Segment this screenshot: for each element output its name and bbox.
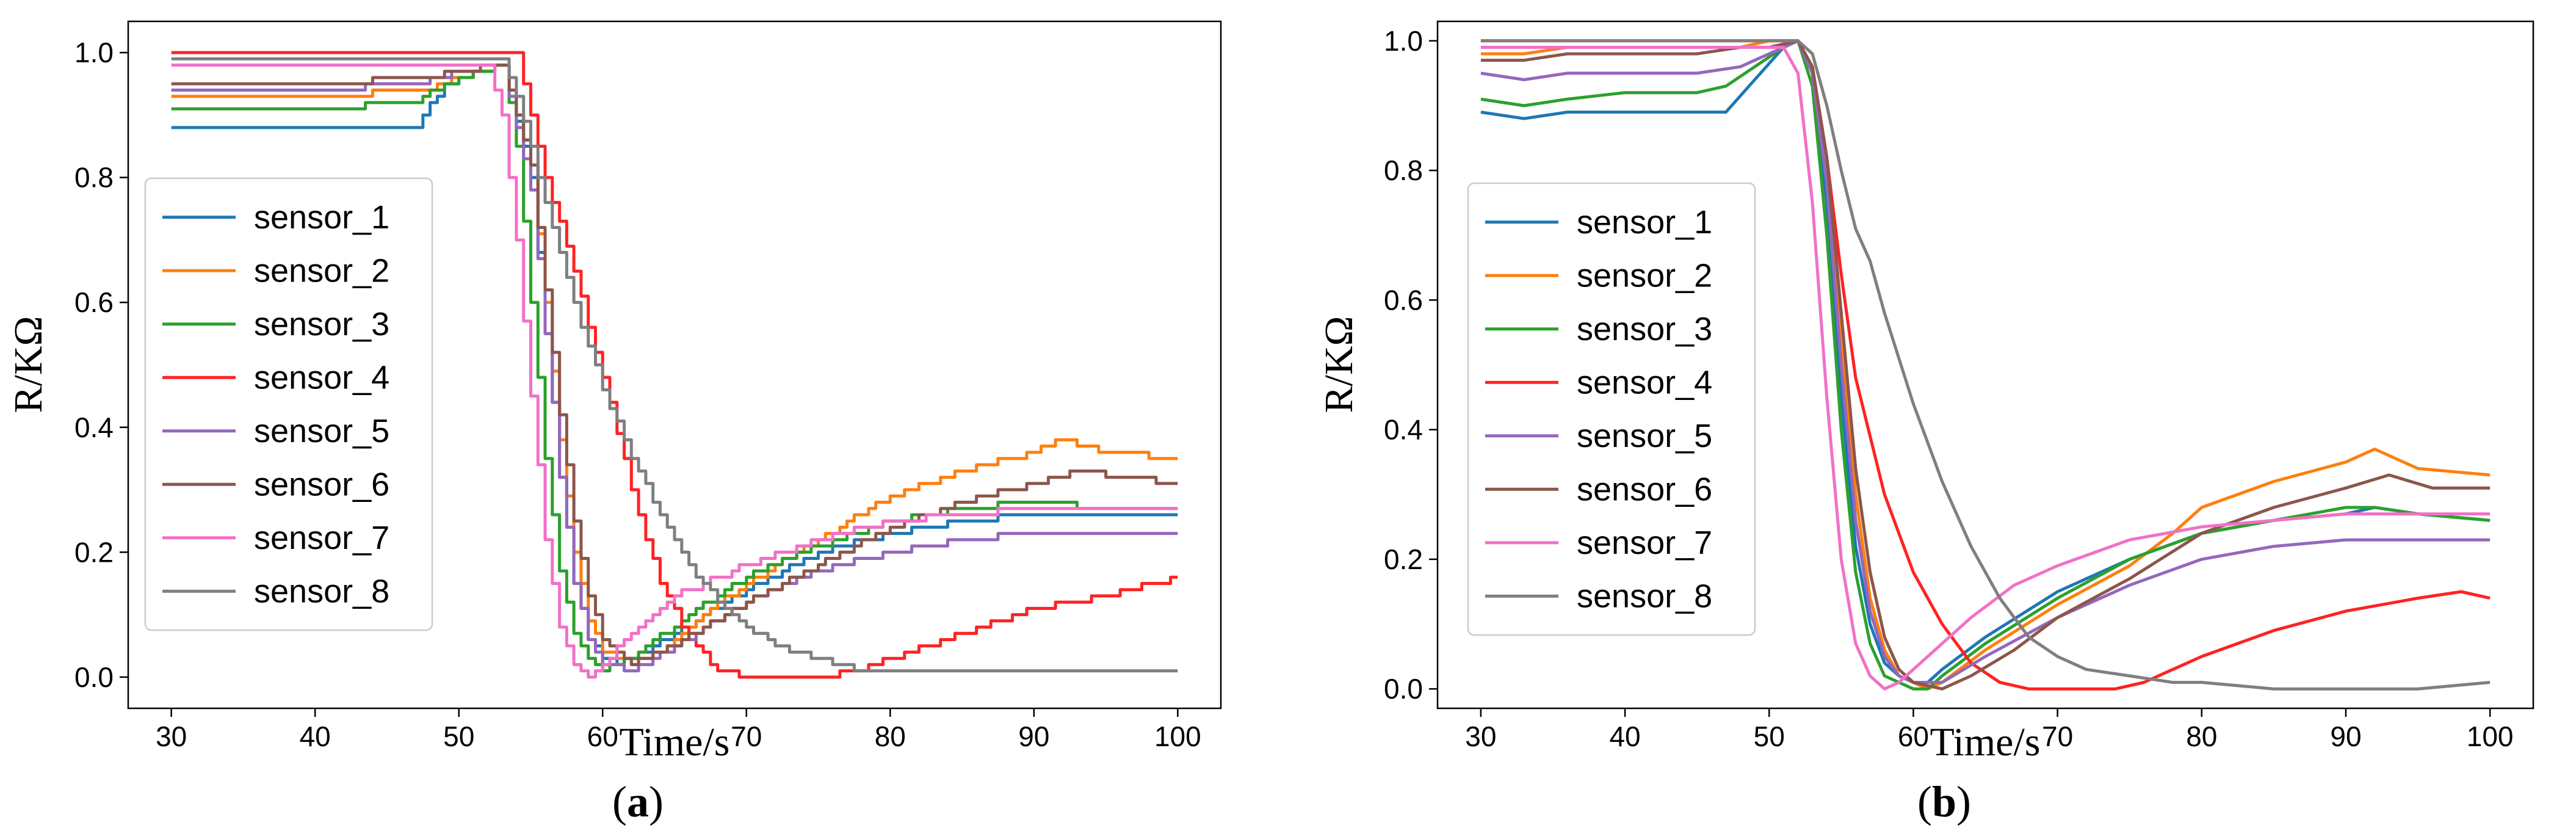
- b-series-sensor-8: [1480, 39, 2491, 691]
- b-legend-label: sensor_6: [1577, 471, 1712, 507]
- a-series-sensor-3: [171, 64, 1178, 673]
- a-xtick-label: 100: [1154, 721, 1201, 752]
- a-xtick-label: 40: [300, 721, 331, 752]
- panel-b-x-axis-label: Time/s: [1930, 720, 2041, 765]
- a-legend-label: sensor_2: [254, 252, 389, 289]
- b-ytick-label: 0.8: [1384, 154, 1423, 186]
- panel-b: 30 40 50 60 70 80 90 100 0.0 0.2 0.4 0.6 0.8 1.0 Time…: [1317, 20, 2534, 826]
- b-legend-label: sensor_7: [1577, 525, 1712, 561]
- a-ytick-label: 1.0: [74, 37, 114, 68]
- a-xtick-label: 30: [156, 721, 187, 752]
- b-legend-label: sensor_1: [1577, 204, 1712, 241]
- b-xtick-label: 40: [1609, 721, 1640, 752]
- a-xtick-label: 90: [1018, 721, 1049, 752]
- panel-a-caption-open: (: [612, 777, 627, 826]
- b-legend-label: sensor_2: [1577, 257, 1712, 294]
- a-xtick-label: 60: [587, 721, 618, 752]
- a-legend-label: sensor_5: [254, 413, 389, 449]
- a-legend-box: [144, 177, 433, 631]
- panel-a-caption-letter: a: [627, 777, 649, 826]
- b-xtick-label: 70: [2042, 721, 2073, 752]
- b-xtick-label: 90: [2330, 721, 2361, 752]
- panel-b-caption: (b): [1917, 777, 1971, 826]
- panel-b-y-axis-label: R/KΩ: [1317, 316, 1361, 413]
- a-series-sensor-4: [171, 51, 1178, 679]
- b-ytick-label: 1.0: [1384, 25, 1423, 57]
- panel-b-caption-letter: b: [1932, 777, 1956, 826]
- a-legend-label: sensor_6: [254, 466, 389, 503]
- panel-a-caption: (a): [612, 777, 664, 826]
- b-legend-label: sensor_3: [1577, 311, 1712, 347]
- a-ytick-label: 0.6: [74, 286, 114, 318]
- a-ytick-label: 0.0: [74, 661, 114, 693]
- panel-b-caption-open: (: [1917, 777, 1932, 826]
- b-ytick-label: 0.2: [1384, 543, 1423, 575]
- a-series-sensor-1: [171, 64, 1178, 666]
- panel-b-caption-close: ): [1956, 777, 1971, 826]
- a-series-sensor-8: [171, 57, 1178, 673]
- panel-a: 30 40 50 60 70 80 90 100 0.0 0.2 0.4 0.6 0.8 1.0 Time…: [6, 20, 1222, 826]
- a-ytick-label: 0.2: [74, 536, 114, 568]
- a-legend-label: sensor_8: [254, 573, 389, 609]
- b-xtick-label: 50: [1754, 721, 1785, 752]
- panel-a-ticks: 30 40 50 60 70 80 90 100 0.0 0.2 0.4 0.6 0.8 1.0: [74, 37, 1201, 752]
- b-legend-box: [1467, 182, 1756, 636]
- b-legend-label: sensor_8: [1577, 578, 1712, 614]
- a-series-sensor-7: [171, 64, 1178, 679]
- b-xtick-label: 60: [1898, 721, 1929, 752]
- panel-a-caption-close: ): [649, 777, 664, 826]
- b-ytick-label: 0.6: [1384, 284, 1423, 316]
- a-legend-label: sensor_7: [254, 520, 389, 556]
- panel-a-series-group: [171, 51, 1178, 679]
- b-ytick-label: 0.4: [1384, 414, 1423, 446]
- a-ytick-label: 0.4: [74, 412, 114, 443]
- b-legend-label: sensor_5: [1577, 418, 1712, 454]
- a-series-sensor-2: [171, 64, 1178, 666]
- panel-a-x-axis-label: Time/s: [620, 720, 730, 765]
- b-series-sensor-6: [1480, 39, 2491, 691]
- b-legend-label: sensor_4: [1577, 364, 1712, 401]
- a-series-sensor-6: [171, 64, 1178, 666]
- panel-a-legend: sensor_1 sensor_2 sensor_3 sensor_4 sensor_5…: [144, 177, 433, 631]
- a-xtick-label: 80: [875, 721, 906, 752]
- a-legend-label: sensor_1: [254, 199, 389, 236]
- panel-b-ticks: 30 40 50 60 70 80 90 100 0.0 0.2 0.4 0.6 0.8 1.0: [1384, 25, 2513, 752]
- a-legend-label: sensor_4: [254, 359, 389, 396]
- panel-b-series-group: [1480, 39, 2491, 691]
- b-series-sensor-5: [1480, 39, 2491, 684]
- b-xtick-label: 100: [2467, 721, 2514, 752]
- panel-a-y-axis-label: R/KΩ: [6, 316, 51, 413]
- b-series-sensor-3: [1480, 39, 2491, 691]
- a-xtick-label: 70: [731, 721, 762, 752]
- b-xtick-label: 80: [2186, 721, 2217, 752]
- panel-b-legend: sensor_1 sensor_2 sensor_3 sensor_4 sensor_5…: [1467, 182, 1756, 636]
- a-legend-label: sensor_3: [254, 306, 389, 343]
- a-ytick-label: 0.8: [74, 162, 114, 194]
- b-series-sensor-7: [1480, 46, 2491, 691]
- b-ytick-label: 0.0: [1384, 673, 1423, 705]
- a-xtick-label: 50: [443, 721, 474, 752]
- b-xtick-label: 30: [1465, 721, 1496, 752]
